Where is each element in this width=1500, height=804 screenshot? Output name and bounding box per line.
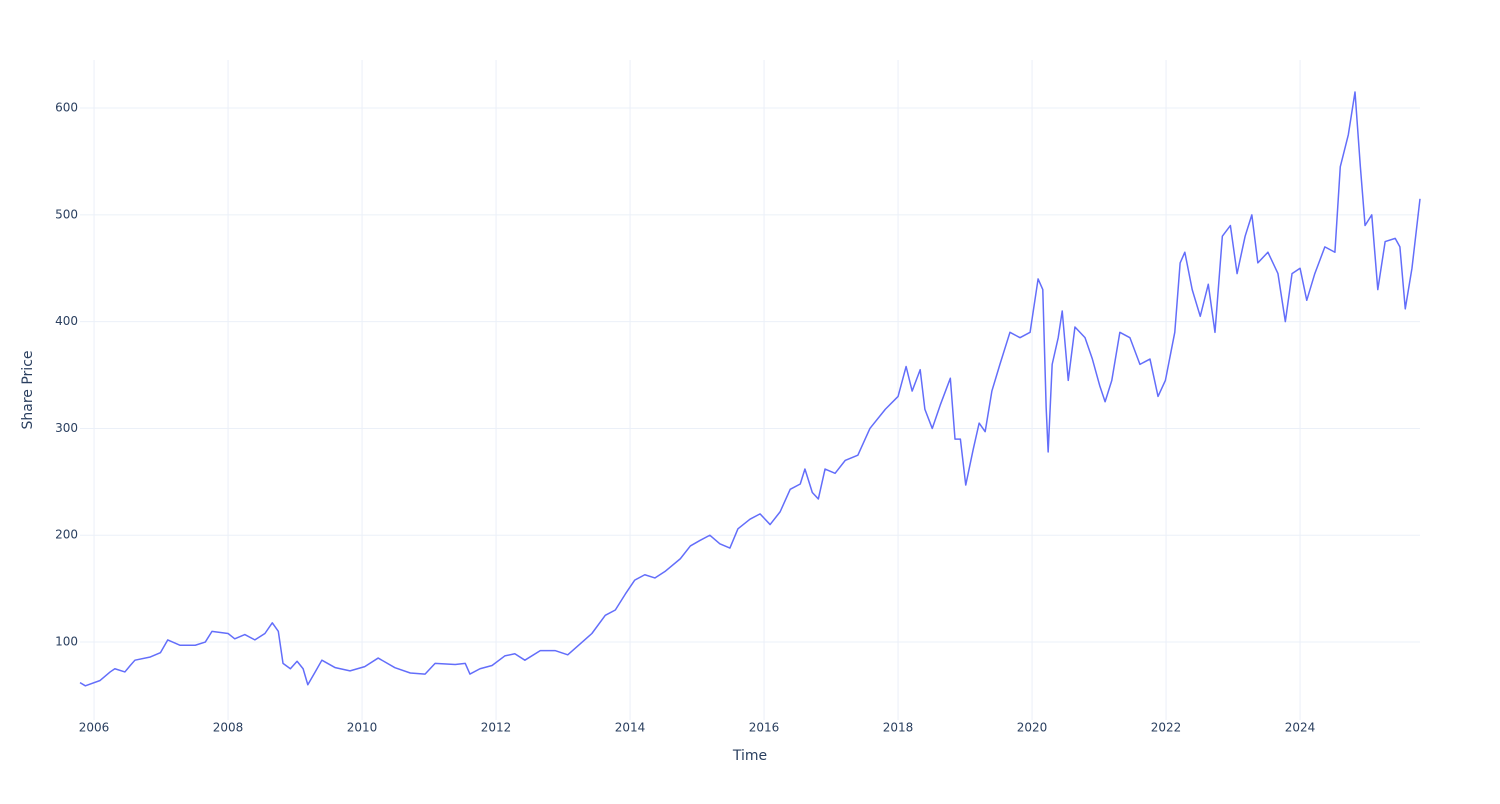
x-tick-label: 2022 (1151, 721, 1182, 735)
x-tick-label: 2010 (347, 721, 378, 735)
x-tick-label: 2016 (749, 721, 780, 735)
y-tick-label: 100 (55, 635, 78, 649)
y-tick-label: 500 (55, 207, 78, 221)
x-tick-label: 2008 (213, 721, 244, 735)
y-tick-label: 300 (55, 421, 78, 435)
x-axis-title: Time (732, 748, 767, 764)
x-tick-label: 2014 (615, 721, 646, 735)
x-tick-label: 2018 (883, 721, 914, 735)
y-axis-title: Share Price (20, 350, 36, 429)
x-tick-label: 2024 (1285, 721, 1316, 735)
x-tick-label: 2012 (481, 721, 512, 735)
y-tick-label: 600 (55, 101, 78, 115)
x-tick-label: 2020 (1017, 721, 1048, 735)
y-tick-label: 400 (55, 314, 78, 328)
price-line (79, 91, 1421, 687)
y-tick-label: 200 (55, 528, 78, 542)
x-tick-label: 2006 (79, 721, 110, 735)
